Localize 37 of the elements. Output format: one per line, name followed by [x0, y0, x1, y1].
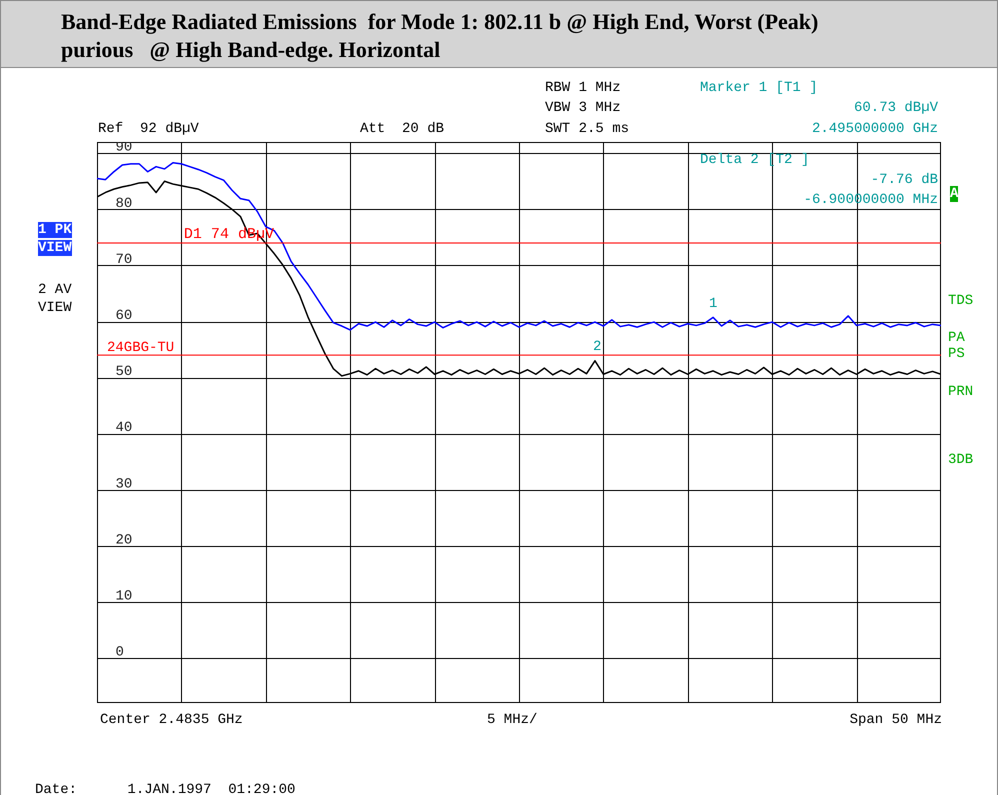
- text: VIEW: [38, 240, 72, 256]
- text: Date: 1.JAN.1997 01:29:00: [35, 782, 296, 795]
- text: Center 2.4835 GHz: [100, 712, 243, 728]
- text: 2 AV: [38, 282, 72, 298]
- text: SWT 2.5 ms: [545, 121, 630, 137]
- text: RBW 1 MHz: [545, 80, 621, 96]
- y-tick-label: 60: [116, 308, 132, 324]
- text: Att 20 dB: [360, 121, 444, 137]
- text: Ref 92 dBµV: [98, 121, 199, 137]
- annotation: -7.76 dB: [870, 172, 938, 188]
- text: PA: [948, 330, 965, 346]
- text: Marker 1 [T1 ]: [700, 80, 818, 96]
- text: PRN: [948, 384, 974, 400]
- annotation: 24GBG-TU: [107, 340, 174, 356]
- text: 1 PK: [38, 222, 72, 238]
- text: VBW 3 MHz: [545, 100, 621, 116]
- annotation: 1: [709, 296, 718, 312]
- text: TDS: [948, 293, 974, 309]
- y-tick-label: 20: [116, 532, 132, 548]
- text: 5 MHz/: [487, 712, 538, 728]
- y-tick-label: 10: [116, 588, 132, 605]
- y-tick-label: 50: [116, 364, 132, 380]
- y-tick-label: 70: [116, 252, 132, 268]
- text: 60.73 dBµV: [854, 100, 938, 116]
- y-tick-label: 30: [116, 476, 132, 492]
- text: PS: [948, 346, 965, 362]
- text: VIEW: [38, 300, 72, 316]
- y-tick-label: 40: [116, 420, 132, 436]
- y-tick-label: 0: [116, 644, 124, 661]
- annotation: 2: [593, 339, 602, 355]
- chart-subtitle: purious @ High Band-edge. Horizontal: [61, 37, 440, 63]
- text: A: [950, 186, 958, 202]
- text: Span 50 MHz: [850, 712, 942, 728]
- y-tick-label: 80: [116, 196, 132, 212]
- text: 3DB: [948, 452, 974, 468]
- chart-title: Band-Edge Radiated Emissions for Mode 1: 802.11 b @ High End, Worst (Peak): [61, 9, 818, 35]
- text: 2.495000000 GHz: [812, 121, 938, 137]
